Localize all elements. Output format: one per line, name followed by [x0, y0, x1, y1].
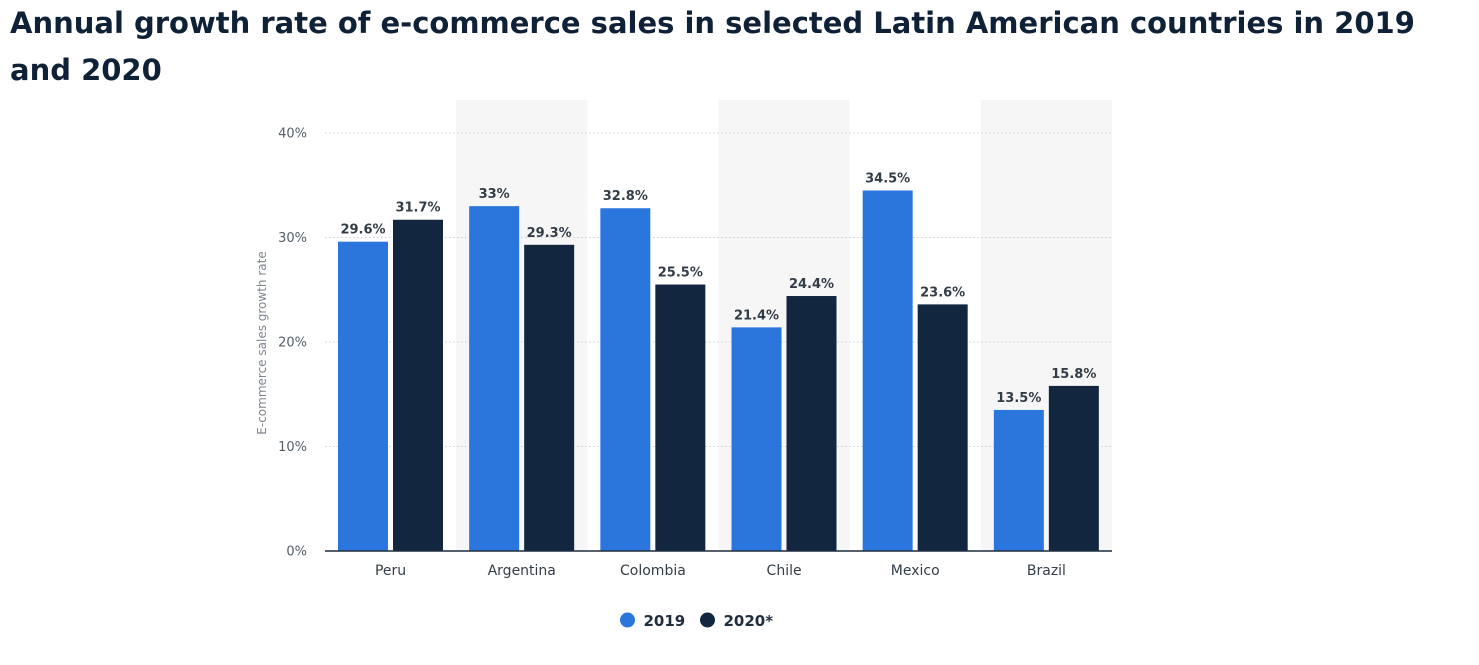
y-tick-label: 0% [286, 545, 307, 560]
bar[interactable] [1048, 385, 1099, 551]
data-label: 15.8% [1051, 367, 1096, 382]
bar[interactable] [655, 284, 706, 551]
y-tick-label: 20% [278, 336, 307, 351]
bar[interactable] [731, 327, 782, 551]
x-tick-label: Colombia [620, 563, 686, 579]
data-label: 21.4% [734, 308, 779, 323]
data-label: 25.5% [658, 266, 703, 281]
y-tick-label: 30% [278, 231, 307, 246]
bar[interactable] [524, 244, 575, 551]
bar[interactable] [786, 296, 837, 551]
y-axis-ticks: 0% 10% 20% 30% 40% [278, 127, 307, 560]
y-tick-label: 40% [278, 127, 307, 142]
data-label: 23.6% [920, 285, 965, 300]
bars [338, 190, 1099, 552]
bar-chart: 0% 10% 20% 30% 40% 29.6% 31.7% 33% 29.3% 32.8% 25… [255, 100, 1112, 630]
bar[interactable] [993, 409, 1044, 551]
data-label: 29.6% [340, 223, 385, 238]
bar[interactable] [600, 208, 651, 551]
legend-marker[interactable] [620, 612, 635, 628]
x-tick-label: Brazil [1027, 563, 1066, 579]
legend-marker[interactable] [700, 612, 715, 628]
data-label: 32.8% [603, 189, 648, 204]
x-tick-label: Peru [375, 563, 406, 579]
legend[interactable]: 2019 2020* [620, 612, 773, 630]
legend-label[interactable]: 2019 [644, 612, 686, 630]
x-tick-label: Chile [767, 563, 802, 579]
x-tick-label: Mexico [891, 563, 940, 579]
y-axis-title-group: E-commerce sales growth rate [255, 251, 269, 434]
gridlines [325, 132, 1112, 447]
y-tick-label: 10% [278, 440, 307, 455]
bar[interactable] [469, 206, 520, 551]
data-label: 31.7% [395, 201, 440, 216]
bar[interactable] [338, 241, 388, 551]
bar[interactable] [917, 304, 968, 551]
x-axis: Peru Argentina Colombia Chile Mexico Brazil [325, 550, 1112, 579]
data-label: 33% [479, 187, 510, 202]
data-labels: 29.6% 31.7% 33% 29.3% 32.8% 25.5% 21.4% 24.4% 34… [340, 171, 1096, 405]
legend-label[interactable]: 2020* [724, 612, 774, 630]
bar[interactable] [862, 190, 913, 551]
bar[interactable] [393, 219, 443, 552]
chart-panel: 0% 10% 20% 30% 40% 29.6% 31.7% 33% 29.3% 32.8% 25… [0, 100, 1125, 660]
x-tick-label: Argentina [488, 563, 556, 579]
data-label: 29.3% [527, 226, 572, 241]
data-label: 24.4% [789, 277, 834, 292]
y-axis-title: E-commerce sales growth rate [255, 251, 269, 434]
data-label: 13.5% [996, 391, 1041, 406]
page-title: Annual growth rate of e-commerce sales i… [10, 6, 1415, 87]
data-label: 34.5% [865, 171, 910, 186]
